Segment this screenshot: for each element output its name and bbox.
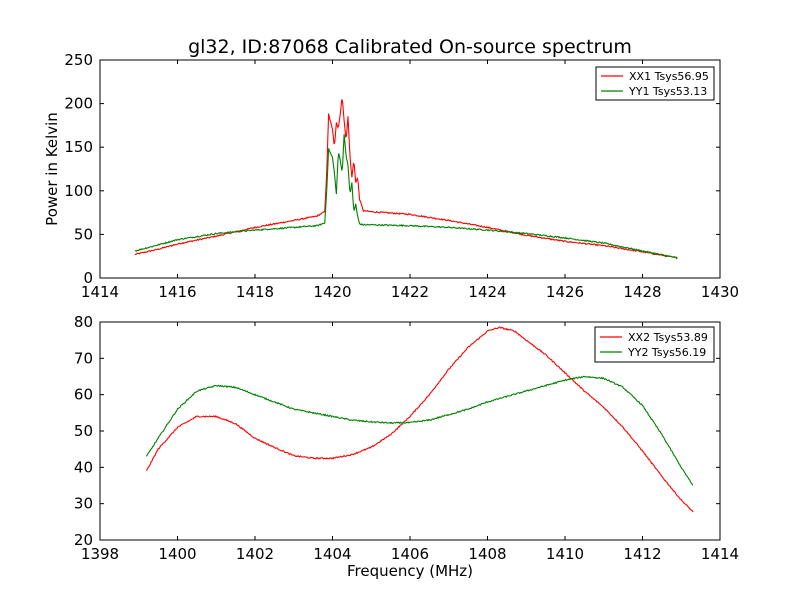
x-tick-label: 1416 [158, 283, 196, 301]
legend-entry: YY2 Tsys56.19 [627, 346, 706, 359]
y-axis-label: Power in Kelvin [43, 112, 61, 226]
x-tick-label: 1402 [236, 545, 274, 563]
series-line-1-1 [134, 99, 678, 260]
x-tick-label: 1408 [468, 545, 506, 563]
x-tick-label: 1426 [546, 283, 584, 301]
legend-1: XX1 Tsys56.95 YY1 Tsys53.13 [595, 66, 715, 101]
y-tick-label: 200 [64, 95, 93, 113]
y-tick-label: 80 [74, 313, 93, 331]
x-tick-label: 1428 [623, 283, 661, 301]
legend-box [594, 326, 715, 363]
x-tick-label: 1406 [391, 545, 429, 563]
x-tick-label: 1400 [158, 545, 196, 563]
series-line-2-2 [146, 375, 694, 486]
plots-group: 1414 1416 1418 1420 1422 1424 1426 1428 14300501… [43, 51, 739, 580]
series-line-2-1 [146, 326, 694, 513]
x-tick-label: 1424 [468, 283, 506, 301]
subplot-1: 1414 1416 1418 1420 1422 1424 1426 1428 1430 0 50 1… [43, 51, 739, 301]
y-tick-label: 70 [74, 349, 93, 367]
y-tick-label: 50 [74, 422, 93, 440]
y-tick-label: 100 [64, 182, 93, 200]
y-tick-label: 20 [74, 531, 93, 549]
x-tick-label: 1414 [701, 545, 739, 563]
legend-box [595, 66, 715, 101]
legend-entry: XX2 Tsys53.89 [628, 331, 708, 344]
figure-title: gl32, ID:87068 Calibrated On-source spec… [188, 36, 632, 58]
x-tick-label: 1412 [623, 545, 661, 563]
y-tick-label: 60 [74, 386, 93, 404]
x-tick-label: 1430 [701, 283, 739, 301]
y-tick-label: 250 [64, 51, 93, 69]
x-axis-label: Frequency (MHz) [347, 562, 473, 580]
x-tick-label: 1404 [313, 545, 351, 563]
series-line-1-2 [134, 134, 678, 259]
legend-2: XX2 Tsys53.89 YY2 Tsys56.19 [594, 326, 715, 363]
y-tick-label: 0 [83, 269, 93, 287]
x-tick-label: 1410 [546, 545, 584, 563]
subplot-2: 1398 1400 1402 1404 1406 1408 1410 1412 1414 20 30… [74, 313, 739, 580]
x-tick-label: 1422 [391, 283, 429, 301]
x-tick-label: 1420 [313, 283, 351, 301]
legend-entry: YY1 Tsys53.13 [628, 85, 707, 98]
y-tick-label: 40 [74, 458, 93, 476]
y-tick-label: 150 [64, 138, 93, 156]
y-tick-label: 50 [74, 225, 93, 243]
y-tick-label: 30 [74, 495, 93, 513]
x-tick-label: 1418 [236, 283, 274, 301]
x-tick-label: 1398 [81, 545, 119, 563]
legend-entry: XX1 Tsys56.95 [629, 70, 709, 83]
x-tick-label: 1414 [81, 283, 119, 301]
